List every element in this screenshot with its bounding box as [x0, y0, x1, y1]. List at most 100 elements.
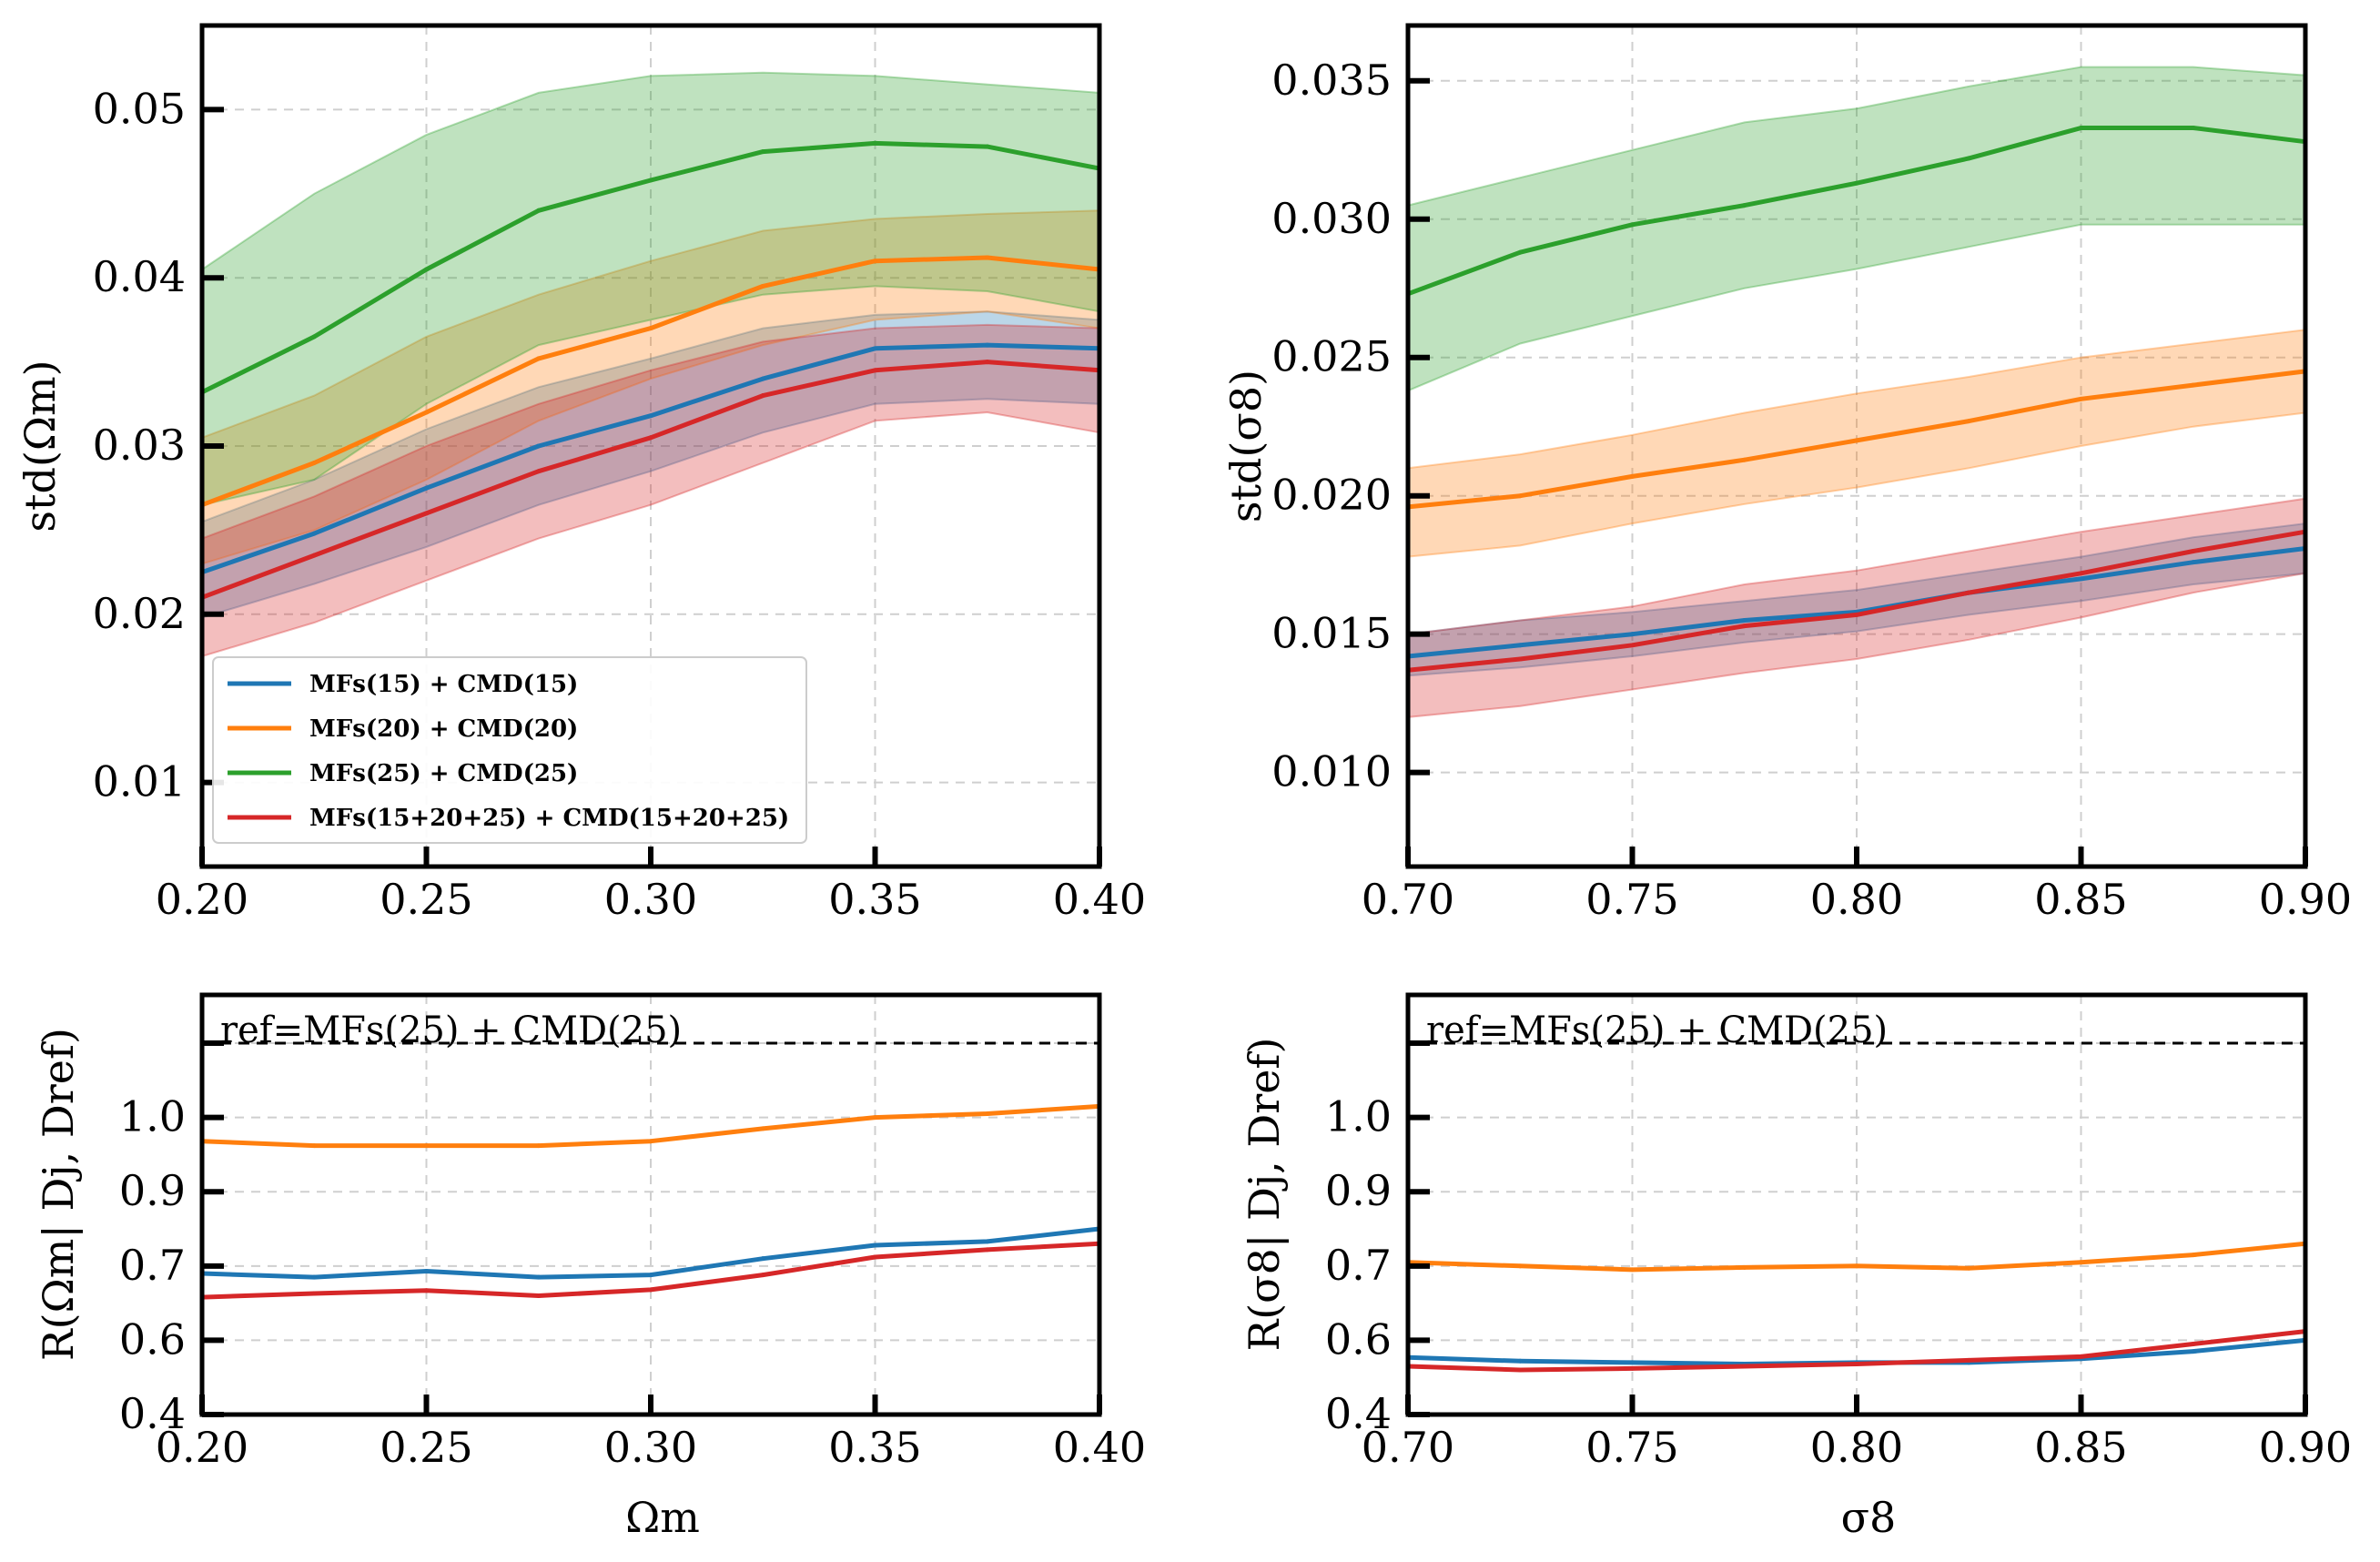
data-point-mfs20	[2079, 396, 2083, 401]
data-point-mfs_all	[1966, 1357, 1971, 1363]
x-tick-label: 0.20	[156, 1423, 248, 1472]
data-point-mfs_all	[424, 511, 429, 516]
panel-std_om: 0.20 0.25 0.30 0.35 0.40 0.01 0.02 0.03 0.04 0.05	[93, 23, 1146, 924]
data-point-mfs20	[2079, 1260, 2083, 1265]
data-point-mfs15	[424, 1269, 429, 1274]
data-point-mfs_all	[873, 368, 877, 373]
data-point-mfs25	[536, 208, 542, 213]
data-point-mfs_all	[1517, 656, 1523, 662]
data-point-mfs25	[985, 144, 990, 149]
data-point-mfs20	[1742, 457, 1747, 462]
data-point-mfs_all	[648, 1287, 653, 1293]
data-point-mfs_all	[1854, 1362, 1859, 1367]
legend-label-mfs15: MFs(15) + CMD(15)	[309, 671, 578, 698]
data-point-mfs20	[1854, 1263, 1859, 1269]
data-point-mfs20	[536, 1143, 542, 1149]
x-tick-label: 0.25	[380, 1423, 472, 1472]
data-point-mfs20	[1742, 1264, 1747, 1270]
data-point-mfs25	[2079, 125, 2083, 130]
data-point-mfs20	[1966, 419, 1971, 424]
data-point-mfs15	[1630, 632, 1635, 637]
data-point-mfs15	[873, 1242, 877, 1248]
data-point-mfs20	[648, 326, 653, 331]
data-point-mfs20	[1630, 473, 1635, 479]
y-tick-label: 0.04	[93, 252, 186, 301]
x-tick-label: 0.30	[604, 875, 697, 924]
y-tick-label: 0.9	[119, 1166, 186, 1215]
data-point-mfs20	[1630, 1267, 1635, 1273]
data-point-mfs25	[2191, 125, 2196, 130]
data-point-mfs25	[1966, 156, 1971, 161]
data-point-mfs20	[985, 1111, 990, 1117]
data-point-mfs20	[1517, 493, 1523, 499]
panel-ratio_s8: 0.70 0.75 0.80 0.85 0.90 0.4 0.6 0.7 0.9 1.0	[1325, 992, 2352, 1472]
legend-label-mfs-all: MFs(15+20+25) + CMD(15+20+25)	[309, 805, 789, 832]
y-tick-label: 0.015	[1271, 609, 1392, 658]
data-point-mfs25	[648, 178, 653, 183]
data-point-mfs_all	[1742, 624, 1747, 629]
y-tick-label: 0.03	[93, 421, 186, 470]
ylabel-ratio-s8: R(σ8| Dj, Dref)	[1240, 1038, 1289, 1352]
x-tick-label: 0.70	[1362, 1423, 1454, 1472]
y-tick-label: 0.035	[1271, 56, 1392, 105]
data-point-mfs_all	[536, 1293, 542, 1298]
data-point-mfs25	[873, 140, 877, 146]
x-tick-label: 0.90	[2259, 1423, 2352, 1472]
data-point-mfs20	[2191, 1253, 2196, 1258]
data-point-mfs20	[536, 356, 542, 361]
data-point-mfs_all	[311, 553, 317, 558]
y-tick-label: 0.02	[93, 589, 186, 638]
data-point-mfs_all	[1742, 1364, 1747, 1369]
y-tick-label: 0.4	[1325, 1389, 1392, 1438]
y-tick-label: 0.4	[119, 1389, 186, 1438]
data-point-mfs25	[760, 149, 765, 155]
data-point-mfs15	[536, 1274, 542, 1280]
data-point-mfs15	[985, 342, 990, 348]
y-tick-label: 0.05	[93, 84, 186, 133]
data-point-mfs_all	[1966, 590, 1971, 595]
data-point-mfs15	[985, 1239, 990, 1244]
x-tick-label: 0.70	[1362, 875, 1454, 924]
data-point-mfs_all	[311, 1291, 317, 1296]
data-point-mfs15	[536, 443, 542, 449]
data-point-mfs_all	[873, 1254, 877, 1260]
data-point-mfs25	[424, 267, 429, 272]
data-point-mfs20	[311, 460, 317, 465]
legend: MFs(15) + CMD(15) MFs(20) + CMD(20) MFs(…	[212, 656, 807, 844]
data-point-mfs15	[1630, 1360, 1635, 1365]
data-point-mfs15	[2191, 1349, 2196, 1354]
data-point-mfs_all	[2079, 1354, 2083, 1359]
y-tick-label: 0.010	[1271, 747, 1392, 796]
data-point-mfs15	[648, 413, 653, 419]
data-point-mfs_all	[424, 1288, 429, 1293]
data-point-mfs20	[311, 1143, 317, 1149]
y-tick-label: 0.7	[1325, 1241, 1392, 1290]
legend-frame	[212, 656, 807, 844]
data-point-mfs20	[760, 283, 765, 289]
data-point-mfs_all	[648, 435, 653, 441]
data-point-mfs15	[873, 346, 877, 351]
ref-annotation-s8: ref=MFs(25) + CMD(25)	[1426, 1009, 1888, 1051]
data-point-mfs15	[1742, 617, 1747, 623]
x-tick-label: 0.75	[1585, 875, 1678, 924]
y-tick-label: 0.025	[1271, 332, 1392, 381]
legend-label-mfs20: MFs(20) + CMD(20)	[309, 715, 578, 743]
x-tick-label: 0.40	[1053, 1423, 1146, 1472]
data-point-mfs20	[424, 1143, 429, 1149]
y-tick-label: 0.020	[1271, 471, 1392, 520]
data-point-mfs15	[2079, 576, 2083, 582]
data-point-mfs20	[985, 255, 990, 260]
x-tick-label: 0.85	[2034, 875, 2127, 924]
data-point-mfs15	[311, 531, 317, 536]
xlabel-om: Ωm	[625, 1493, 700, 1542]
data-point-mfs_all	[985, 360, 990, 365]
x-tick-label: 0.85	[2034, 1423, 2127, 1472]
x-tick-label: 0.40	[1053, 875, 1146, 924]
x-tick-label: 0.90	[2259, 875, 2352, 924]
data-point-mfs15	[760, 1256, 765, 1262]
data-point-mfs15	[311, 1274, 317, 1280]
data-point-mfs_all	[1854, 612, 1859, 617]
data-point-mfs_all	[2079, 571, 2083, 576]
data-point-mfs20	[424, 410, 429, 415]
data-point-mfs25	[1517, 249, 1523, 255]
